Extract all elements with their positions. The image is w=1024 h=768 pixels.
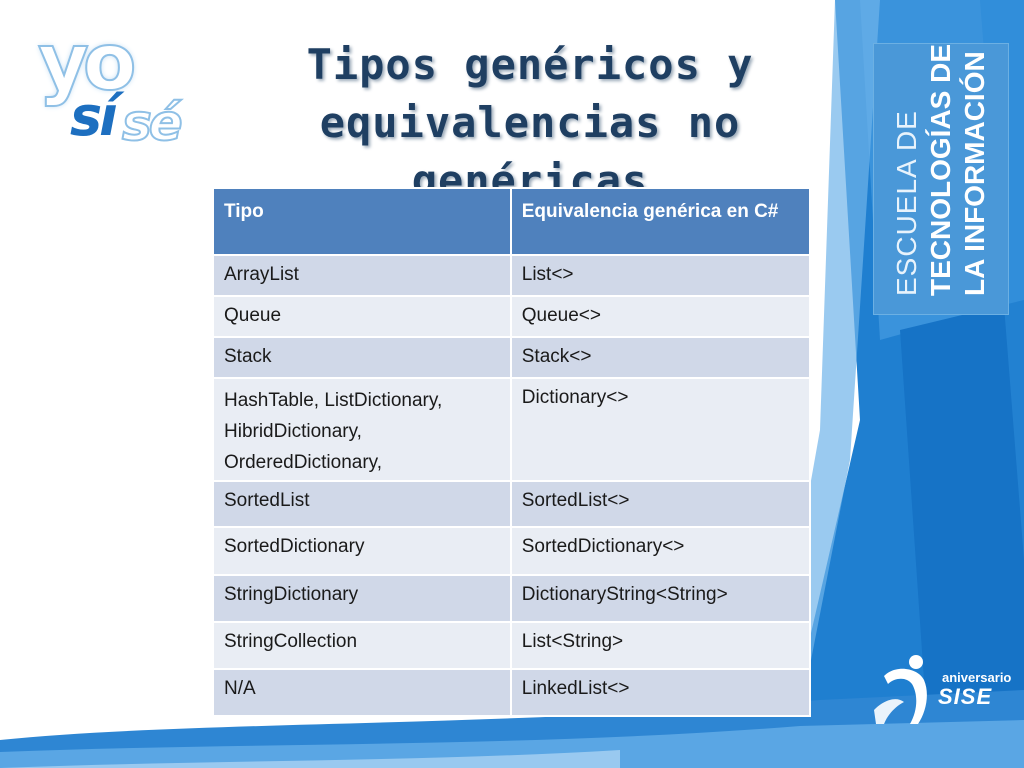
cell-equivalencia: List<> xyxy=(509,254,812,297)
cell-tipo: Queue xyxy=(212,295,512,338)
cell-equivalencia: Queue<> xyxy=(509,295,812,338)
yo-si-se-logo: yo sí sé xyxy=(34,18,184,154)
title-line-1: Tipos genéricos y xyxy=(306,40,754,89)
equivalence-table: Tipo Equivalencia genérica en C# ArrayLi… xyxy=(212,187,812,717)
cell-tipo: StringCollection xyxy=(212,621,512,670)
anniversary-logo: aniversario SISE xyxy=(866,650,1016,730)
cell-tipo: StringDictionary xyxy=(212,574,512,623)
cell-equivalencia: Stack<> xyxy=(509,336,812,379)
table-row: StringDictionary DictionaryString<String… xyxy=(212,574,812,623)
cell-tipo: N/A xyxy=(212,668,512,717)
cell-tipo: SortedList xyxy=(212,480,512,528)
table-row: Queue Queue<> xyxy=(212,295,812,338)
cell-equivalencia: List<String> xyxy=(509,621,812,670)
school-line-1: ESCUELA DE xyxy=(891,110,922,296)
table-row: ArrayList List<> xyxy=(212,254,812,297)
page-title: Tipos genéricos y equivalencias no genér… xyxy=(200,36,860,210)
cell-tipo: Stack xyxy=(212,336,512,379)
table-row: Stack Stack<> xyxy=(212,336,812,379)
table-row: StringCollection List<String> xyxy=(212,621,812,670)
cell-tipo: HashTable, ListDictionary, HibridDiction… xyxy=(212,377,512,482)
cell-tipo-line: OrderedDictionary, xyxy=(224,452,383,473)
header-tipo: Tipo xyxy=(212,187,512,256)
table-header-row: Tipo Equivalencia genérica en C# xyxy=(212,187,812,256)
anniversary-label: aniversario xyxy=(942,670,1012,685)
cell-equivalencia: DictionaryString<String> xyxy=(509,574,812,623)
school-line-2: TECNOLOGÍAS DE xyxy=(925,43,956,296)
logo-si: sí xyxy=(70,85,118,148)
cell-equivalencia: Dictionary<> xyxy=(509,377,812,482)
header-equivalencia: Equivalencia genérica en C# xyxy=(509,187,812,256)
cell-tipo-line: HibridDictionary, xyxy=(224,421,362,442)
table-row: SortedList SortedList<> xyxy=(212,480,812,528)
cell-equivalencia: SortedDictionary<> xyxy=(509,526,812,576)
logo-yo: yo xyxy=(37,18,137,108)
table-row: SortedDictionary SortedDictionary<> xyxy=(212,526,812,576)
runner-icon xyxy=(874,655,927,724)
cell-tipo: SortedDictionary xyxy=(212,526,512,576)
cell-tipo-line: HashTable, ListDictionary, xyxy=(224,390,443,411)
school-line-3: LA INFORMACIÓN xyxy=(959,51,990,296)
anniversary-brand: SISE xyxy=(938,684,993,709)
school-name: ESCUELA DE TECNOLOGÍAS DE LA INFORMACIÓN xyxy=(874,44,1008,314)
table-row: N/A LinkedList<> xyxy=(212,668,812,717)
cell-tipo: ArrayList xyxy=(212,254,512,297)
cell-equivalencia: LinkedList<> xyxy=(509,668,812,717)
cell-equivalencia: SortedList<> xyxy=(509,480,812,528)
table-row: HashTable, ListDictionary, HibridDiction… xyxy=(212,377,812,482)
logo-se: sé xyxy=(121,94,184,152)
school-panel: ESCUELA DE TECNOLOGÍAS DE LA INFORMACIÓN xyxy=(874,44,1008,314)
